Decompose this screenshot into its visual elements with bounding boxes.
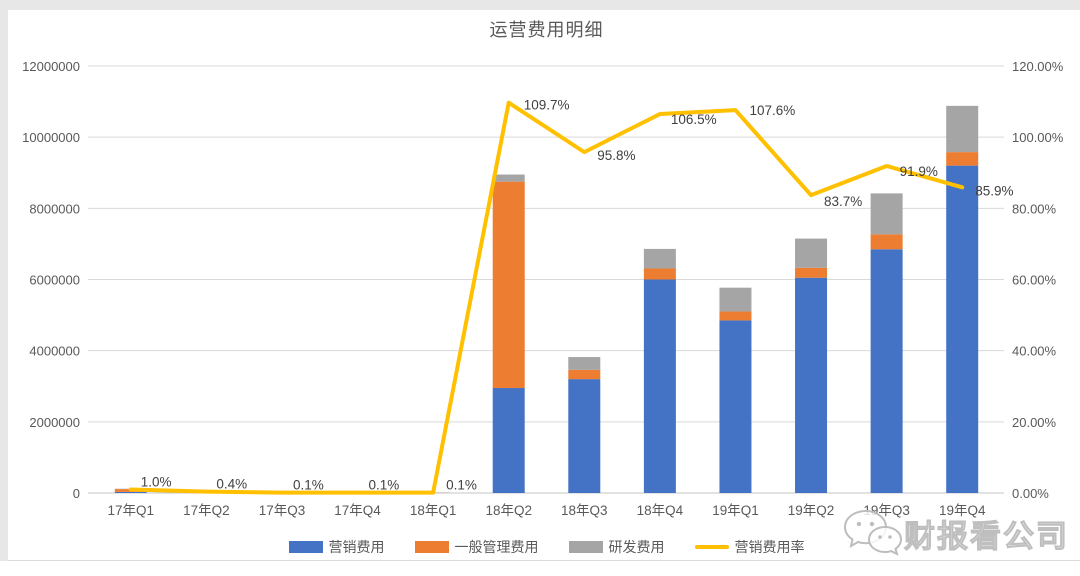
marketing-expense-rate-swatch — [694, 545, 729, 549]
watermark: 财报看公司 — [840, 498, 1075, 568]
page-background-strip-top — [0, 0, 1080, 10]
right-axis-tick-label: 60.00% — [1012, 273, 1057, 288]
line-data-label: 91.9% — [900, 164, 938, 179]
legend: 营销费用 一般管理费用 研发费用 营销费用率 — [93, 537, 1000, 557]
bar-segment — [492, 174, 525, 182]
legend-label: 研发费用 — [608, 539, 665, 555]
bar-segment — [946, 165, 979, 493]
left-axis-tick-label: 4000000 — [29, 344, 80, 359]
left-axis-tick-label: 2000000 — [29, 415, 80, 430]
line-data-label: 95.8% — [597, 148, 635, 163]
line-data-label: 1.0% — [141, 474, 172, 489]
bar-segment — [492, 388, 525, 493]
legend-item-marketing-expense: 营销费用 — [288, 537, 385, 557]
wechat-icon — [843, 509, 903, 556]
right-axis-tick-label: 40.00% — [1012, 344, 1057, 359]
left-axis-tick-label: 6000000 — [29, 273, 80, 288]
chart-title: 运营费用明细 — [489, 20, 604, 40]
legend-label: 一般管理费用 — [454, 539, 539, 555]
x-axis-category-label: 19年Q2 — [788, 503, 835, 518]
x-axis-category-label: 18年Q4 — [637, 503, 684, 518]
page-background-strip-left — [0, 0, 8, 561]
line-data-label: 0.1% — [293, 478, 324, 493]
right-axis-tick-label: 80.00% — [1012, 201, 1057, 216]
right-axis-tick-label: 120.00% — [1012, 59, 1064, 74]
marketing-expense-swatch — [288, 541, 323, 553]
line-data-label: 107.6% — [749, 103, 795, 118]
legend-label: 营销费用率 — [734, 539, 805, 555]
legend-item-general-admin-expense: 一般管理费用 — [414, 537, 539, 557]
x-axis-category-label: 17年Q2 — [183, 503, 230, 518]
bar-segment — [492, 181, 525, 389]
line-data-label: 109.7% — [524, 98, 570, 113]
right-axis-tick-label: 100.00% — [1012, 130, 1064, 145]
x-axis-category-label: 18年Q1 — [410, 503, 457, 518]
bar-segment — [870, 234, 903, 250]
bar-segment — [114, 491, 147, 493]
watermark-text: 财报看公司 — [904, 518, 1069, 554]
rnd-expense-swatch — [568, 541, 603, 553]
bar-segment — [795, 267, 828, 278]
line-data-label: 0.1% — [446, 478, 477, 493]
line-data-label: 106.5% — [671, 112, 717, 127]
x-axis-category-label: 18年Q2 — [485, 503, 532, 518]
x-axis-category-label: 17年Q1 — [108, 503, 155, 518]
bar-segment — [870, 249, 903, 493]
general-admin-expense-swatch — [414, 541, 449, 553]
bar-segment — [643, 268, 676, 280]
x-axis-category-label: 19年Q4 — [939, 503, 986, 518]
bar-segment — [719, 320, 752, 493]
line-data-label: 85.9% — [975, 183, 1013, 198]
bar-segment — [568, 357, 601, 370]
bar-segment — [643, 279, 676, 493]
left-axis-tick-label: 0 — [73, 486, 80, 501]
legend-item-rnd-expense: 研发费用 — [568, 537, 665, 557]
bar-segment — [795, 238, 828, 268]
right-axis-tick-label: 20.00% — [1012, 415, 1057, 430]
line-data-label: 83.7% — [824, 194, 862, 209]
x-axis-category-label: 17年Q4 — [334, 503, 381, 518]
x-axis-category-label: 19年Q1 — [712, 503, 759, 518]
bar-segment — [946, 105, 979, 153]
x-axis-category-label: 17年Q3 — [259, 503, 306, 518]
bar-segment — [719, 287, 752, 312]
bar-segment — [643, 248, 676, 269]
legend-item-marketing-expense-rate: 营销费用率 — [694, 537, 805, 557]
bar-segment — [870, 193, 903, 235]
bar-segment — [719, 311, 752, 321]
bar-segment — [568, 379, 601, 493]
left-axis-tick-label: 12000000 — [22, 59, 80, 74]
marketing-expense-rate-line — [128, 100, 965, 495]
left-axis-tick-label: 8000000 — [29, 201, 80, 216]
right-axis-tick-label: 0.00% — [1012, 486, 1049, 501]
bar-segment — [568, 369, 601, 380]
x-axis-category-label: 18年Q3 — [561, 503, 608, 518]
line-data-label: 0.4% — [216, 477, 247, 492]
chart-frame-border — [8, 560, 1080, 561]
legend-label: 营销费用 — [328, 539, 385, 555]
left-axis-tick-label: 10000000 — [22, 130, 80, 145]
bar-segment — [795, 277, 828, 493]
bar-segment — [946, 152, 979, 166]
line-data-label: 0.1% — [369, 478, 400, 493]
